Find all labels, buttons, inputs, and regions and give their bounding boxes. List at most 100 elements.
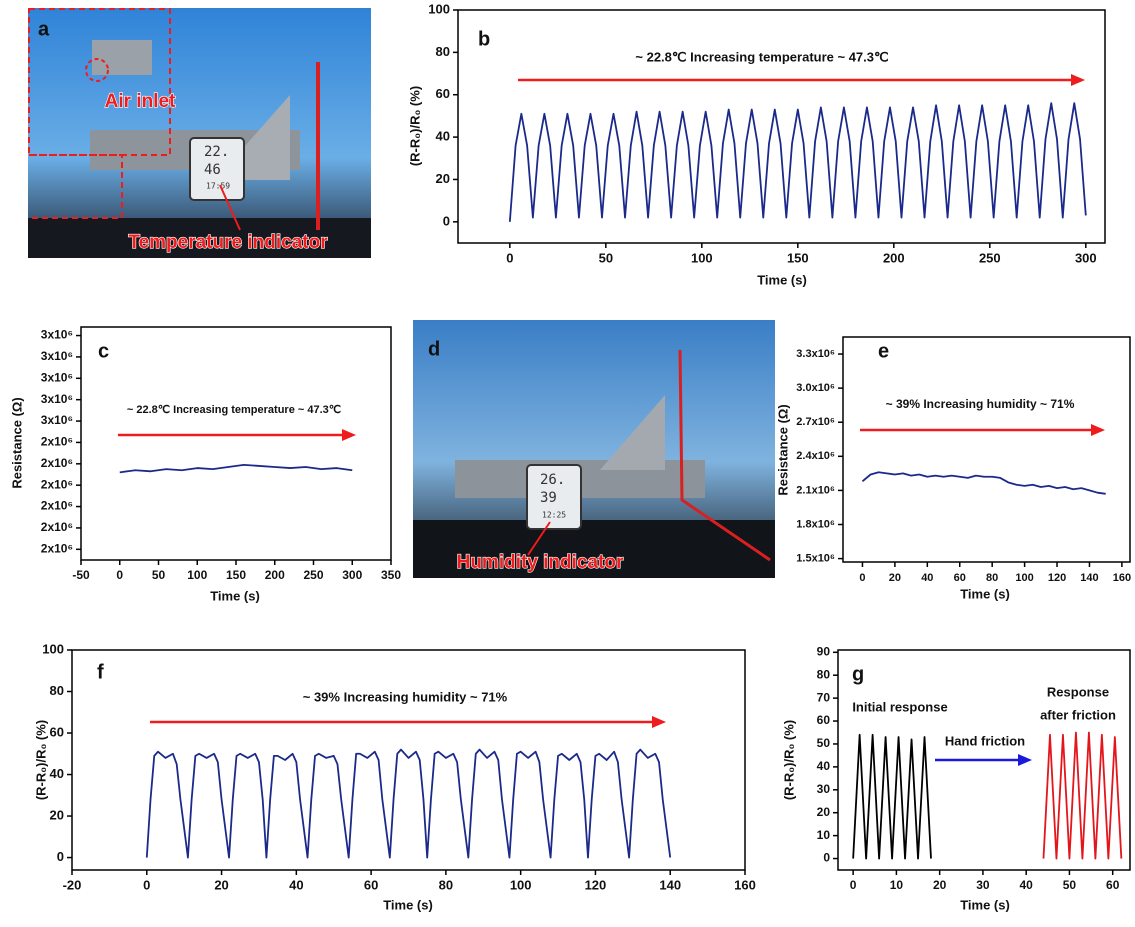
y-tick-label: 60 <box>436 86 450 101</box>
data-line <box>861 471 1106 495</box>
x-tick-label: 20 <box>214 877 228 892</box>
y-tick-label: 50 <box>817 736 831 750</box>
y-tick-label: 2.4x10⁶ <box>796 450 835 462</box>
photo-d: 26. 39 12:25 d Humidity indicator <box>413 320 775 578</box>
y-tick-label: 40 <box>436 129 450 144</box>
x-tick-label: 20 <box>889 572 901 584</box>
x-tick-label: 250 <box>303 568 323 582</box>
y-tick-label: 2x10⁶ <box>41 456 73 470</box>
y-tick-label: 0 <box>57 849 64 864</box>
x-tick-label: 100 <box>510 877 532 892</box>
x-tick-label: 150 <box>787 250 809 265</box>
panel-letter: c <box>98 340 109 362</box>
y-tick-label: 20 <box>436 171 450 186</box>
x-tick-label: 60 <box>1106 878 1120 892</box>
screen-text: 39 <box>540 490 557 506</box>
x-tick-label: 120 <box>1048 572 1066 584</box>
y-tick-label: 1.5x10⁶ <box>796 552 835 564</box>
annotation: Hand friction <box>945 733 1025 748</box>
y-tick-label: 3.3x10⁶ <box>796 348 835 360</box>
y-tick-label: 80 <box>817 667 831 681</box>
panel-letter: d <box>428 338 440 360</box>
inset-box <box>28 8 171 156</box>
y-tick-label: 2x10⁶ <box>41 499 73 513</box>
x-tick-label: 100 <box>187 568 207 582</box>
y-tick-label: 60 <box>50 724 64 739</box>
y-tick-label: 100 <box>428 1 450 16</box>
stage <box>92 40 152 75</box>
y-tick-label: 1.8x10⁶ <box>796 518 835 530</box>
x-tick-label: 140 <box>1080 572 1098 584</box>
x-tick-label: 0 <box>143 877 150 892</box>
x-tick-label: 100 <box>691 250 713 265</box>
y-axis-label: (R-R₀)/R₀ (%) <box>781 720 796 800</box>
photo-a: 22. 46 17:59 a Air inlet Temperature ind… <box>28 8 371 258</box>
x-tick-label: 20 <box>933 878 947 892</box>
annotation: ~ 22.8℃ Increasing temperature ~ 47.3℃ <box>127 404 341 416</box>
x-tick-label: 80 <box>986 572 998 584</box>
x-tick-label: 100 <box>1015 572 1033 584</box>
x-tick-label: 50 <box>599 250 613 265</box>
x-tick-label: 200 <box>883 250 905 265</box>
y-tick-label: 0 <box>443 213 450 228</box>
x-tick-label: 50 <box>152 568 166 582</box>
arrow-head <box>1091 424 1105 436</box>
photo-label: Humidity indicator <box>457 552 624 573</box>
y-tick-label: 40 <box>817 759 831 773</box>
x-tick-label: 160 <box>1113 572 1131 584</box>
y-tick-label: 3x10⁶ <box>41 413 73 427</box>
y-tick-label: 3x10⁶ <box>41 349 73 363</box>
data-line <box>508 102 1087 222</box>
data-line <box>1042 731 1123 860</box>
y-tick-label: 2x10⁶ <box>41 520 73 534</box>
x-tick-label: 350 <box>381 568 401 582</box>
x-axis-label: Time (s) <box>210 588 260 603</box>
plot-frame <box>71 649 746 871</box>
x-tick-label: 40 <box>1019 878 1033 892</box>
y-tick-label: 70 <box>817 690 831 704</box>
y-tick-label: 2.7x10⁶ <box>796 416 835 428</box>
y-tick-label: 0 <box>823 851 830 865</box>
data-line <box>145 748 672 859</box>
hygrometer <box>526 464 582 530</box>
y-tick-label: 2x10⁶ <box>41 435 73 449</box>
x-tick-label: 60 <box>954 572 966 584</box>
x-tick-label: 40 <box>289 877 303 892</box>
x-tick-label: 0 <box>859 572 865 584</box>
bracket <box>600 395 665 470</box>
x-tick-label: 140 <box>659 877 681 892</box>
screen-text: 46 <box>204 162 221 178</box>
y-tick-label: 30 <box>817 782 831 796</box>
y-tick-label: 2.1x10⁶ <box>796 484 835 496</box>
x-tick-label: 50 <box>1063 878 1077 892</box>
plot-frame <box>457 9 1106 244</box>
arrow-head <box>1071 74 1085 86</box>
annotation: Initial response <box>852 699 947 714</box>
plot-frame <box>837 649 1131 871</box>
plot-frame <box>80 326 392 561</box>
x-tick-label: 150 <box>226 568 246 582</box>
y-tick-label: 80 <box>436 44 450 59</box>
x-tick-label: 160 <box>734 877 756 892</box>
inset-box <box>29 154 123 219</box>
x-tick-label: 200 <box>265 568 285 582</box>
y-tick-label: 10 <box>817 828 831 842</box>
x-tick-label: 0 <box>850 878 857 892</box>
y-tick-label: 20 <box>50 807 64 822</box>
annotation: Response <box>1047 684 1109 699</box>
x-tick-label: 60 <box>364 877 378 892</box>
screen-text: 17:59 <box>206 182 230 191</box>
x-axis-label: Time (s) <box>383 897 433 912</box>
y-axis-label: (R-R₀)/R₀ (%) <box>33 720 48 800</box>
y-tick-label: 40 <box>50 766 64 781</box>
thermometer <box>189 137 245 201</box>
x-tick-label: 300 <box>342 568 362 582</box>
y-tick-label: 3x10⁶ <box>41 370 73 384</box>
annotation: ~ 39% Increasing humidity ~ 71% <box>303 689 508 704</box>
photo-label: Temperature indicator <box>128 232 328 253</box>
x-tick-label: 80 <box>439 877 453 892</box>
annotation: ~ 22.8℃ Increasing temperature ~ 47.3℃ <box>635 49 888 64</box>
optical-table <box>28 218 371 258</box>
y-tick-label: 3.0x10⁶ <box>796 382 835 394</box>
plot-frame <box>842 336 1131 563</box>
